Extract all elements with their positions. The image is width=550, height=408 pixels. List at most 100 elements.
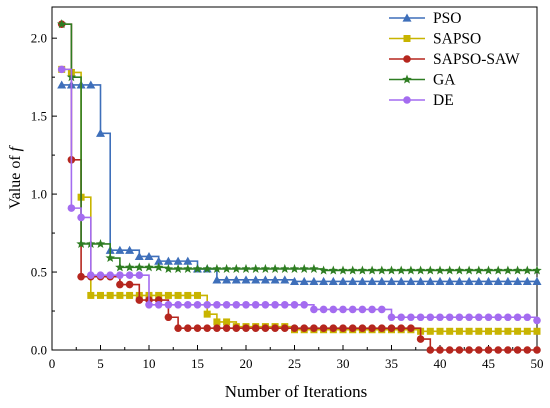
data-point-pso xyxy=(241,275,251,284)
data-point-sapso xyxy=(504,327,512,335)
data-point-ga xyxy=(377,265,387,275)
data-point-de xyxy=(348,305,357,314)
data-point-pso xyxy=(493,276,503,285)
legend-item-pso: PSO xyxy=(389,10,461,27)
data-point-sapso xyxy=(523,327,531,335)
legend-marker-pso xyxy=(402,13,412,22)
data-point-de xyxy=(213,300,221,309)
y-axis-label-text: Value of xyxy=(7,151,24,209)
data-point-ga xyxy=(309,263,319,273)
data-point-pso xyxy=(125,245,135,254)
data-point-sapso xyxy=(426,327,434,335)
data-point-de xyxy=(261,300,270,309)
data-point-sapso-saw xyxy=(426,346,435,354)
data-point-ga xyxy=(367,265,377,275)
legend-item-sapso: SAPSO xyxy=(389,31,481,48)
data-point-ga xyxy=(144,262,154,272)
data-point-ga xyxy=(280,263,290,273)
data-point-de xyxy=(164,300,173,309)
data-point-ga xyxy=(454,265,465,275)
data-point-sapso-saw xyxy=(348,324,357,332)
data-point-de xyxy=(368,305,376,314)
y-tick-label: 1.0 xyxy=(31,187,47,202)
data-point-de xyxy=(358,305,367,314)
data-point-sapso-saw xyxy=(475,346,483,354)
data-point-sapso-saw xyxy=(203,324,211,332)
data-point-de xyxy=(494,313,503,322)
y-tick-label: 1.5 xyxy=(31,109,47,124)
data-point-ga xyxy=(318,265,329,275)
series-line-sapso-saw xyxy=(61,23,537,351)
data-point-sapso-saw xyxy=(455,346,464,354)
data-point-pso xyxy=(299,276,309,285)
data-point-sapso-saw xyxy=(387,324,396,332)
data-point-pso xyxy=(183,256,193,265)
data-point-sapso-saw xyxy=(533,346,541,354)
data-point-sapso xyxy=(475,327,483,335)
data-point-de xyxy=(184,300,192,309)
legend-label-pso: PSO xyxy=(433,10,461,27)
data-point-de xyxy=(300,300,309,309)
data-point-de xyxy=(523,313,532,322)
data-point-pso xyxy=(406,276,416,285)
data-point-pso xyxy=(338,276,348,285)
data-point-sapso xyxy=(465,327,473,335)
data-point-pso xyxy=(86,80,96,89)
x-tick-label: 25 xyxy=(288,356,301,371)
data-point-de xyxy=(416,313,425,322)
data-point-sapso-saw xyxy=(378,324,386,332)
data-point-ga xyxy=(522,265,533,275)
data-point-pso xyxy=(513,276,523,285)
data-point-pso xyxy=(57,80,67,89)
data-point-ga xyxy=(503,265,513,275)
data-point-ga xyxy=(192,263,203,273)
y-tick-label: 0.0 xyxy=(31,343,47,358)
data-point-de xyxy=(445,313,454,322)
data-point-ga xyxy=(299,263,309,273)
series-sapso xyxy=(58,65,541,335)
series-de xyxy=(57,65,541,325)
data-point-sapso-saw xyxy=(504,346,512,354)
legend-item-sapso-saw: SAPSO-SAW xyxy=(389,51,520,68)
y-tick-label: 0.5 xyxy=(31,265,47,280)
data-point-ga xyxy=(260,263,271,273)
data-point-pso xyxy=(435,276,445,285)
data-point-pso xyxy=(290,276,299,285)
data-point-pso xyxy=(144,251,154,261)
data-point-sapso-saw xyxy=(523,346,532,354)
data-point-ga xyxy=(105,253,115,263)
data-point-pso xyxy=(319,276,329,285)
data-point-pso xyxy=(416,276,426,285)
data-point-de xyxy=(484,313,493,322)
data-point-sapso-saw xyxy=(242,324,250,332)
data-point-pso xyxy=(96,128,105,137)
y-axis-label: Value of f xyxy=(7,144,24,209)
data-point-de xyxy=(203,300,211,309)
data-point-de xyxy=(251,300,260,309)
data-point-ga xyxy=(435,265,445,275)
data-point-sapso xyxy=(116,291,124,299)
data-point-de xyxy=(57,65,66,74)
data-point-sapso xyxy=(455,327,463,335)
data-point-ga xyxy=(134,262,145,272)
data-point-pso xyxy=(154,256,164,265)
data-point-pso xyxy=(231,275,241,284)
legend-label-sapso: SAPSO xyxy=(433,31,481,48)
data-point-pso xyxy=(532,276,542,285)
data-point-sapso xyxy=(436,327,444,335)
data-point-sapso xyxy=(97,291,104,299)
data-point-de xyxy=(232,300,241,309)
data-point-de xyxy=(378,305,386,314)
data-point-sapso-saw xyxy=(494,346,503,354)
data-point-ga xyxy=(221,263,232,273)
data-point-sapso-saw xyxy=(281,324,289,332)
data-point-ga xyxy=(386,265,397,275)
data-point-sapso-saw xyxy=(339,324,347,332)
data-point-sapso-saw xyxy=(116,280,124,289)
data-point-ga xyxy=(115,262,125,272)
data-point-sapso xyxy=(155,291,163,299)
data-point-pso xyxy=(396,276,406,285)
data-point-ga xyxy=(270,263,280,273)
data-point-ga xyxy=(241,263,251,273)
